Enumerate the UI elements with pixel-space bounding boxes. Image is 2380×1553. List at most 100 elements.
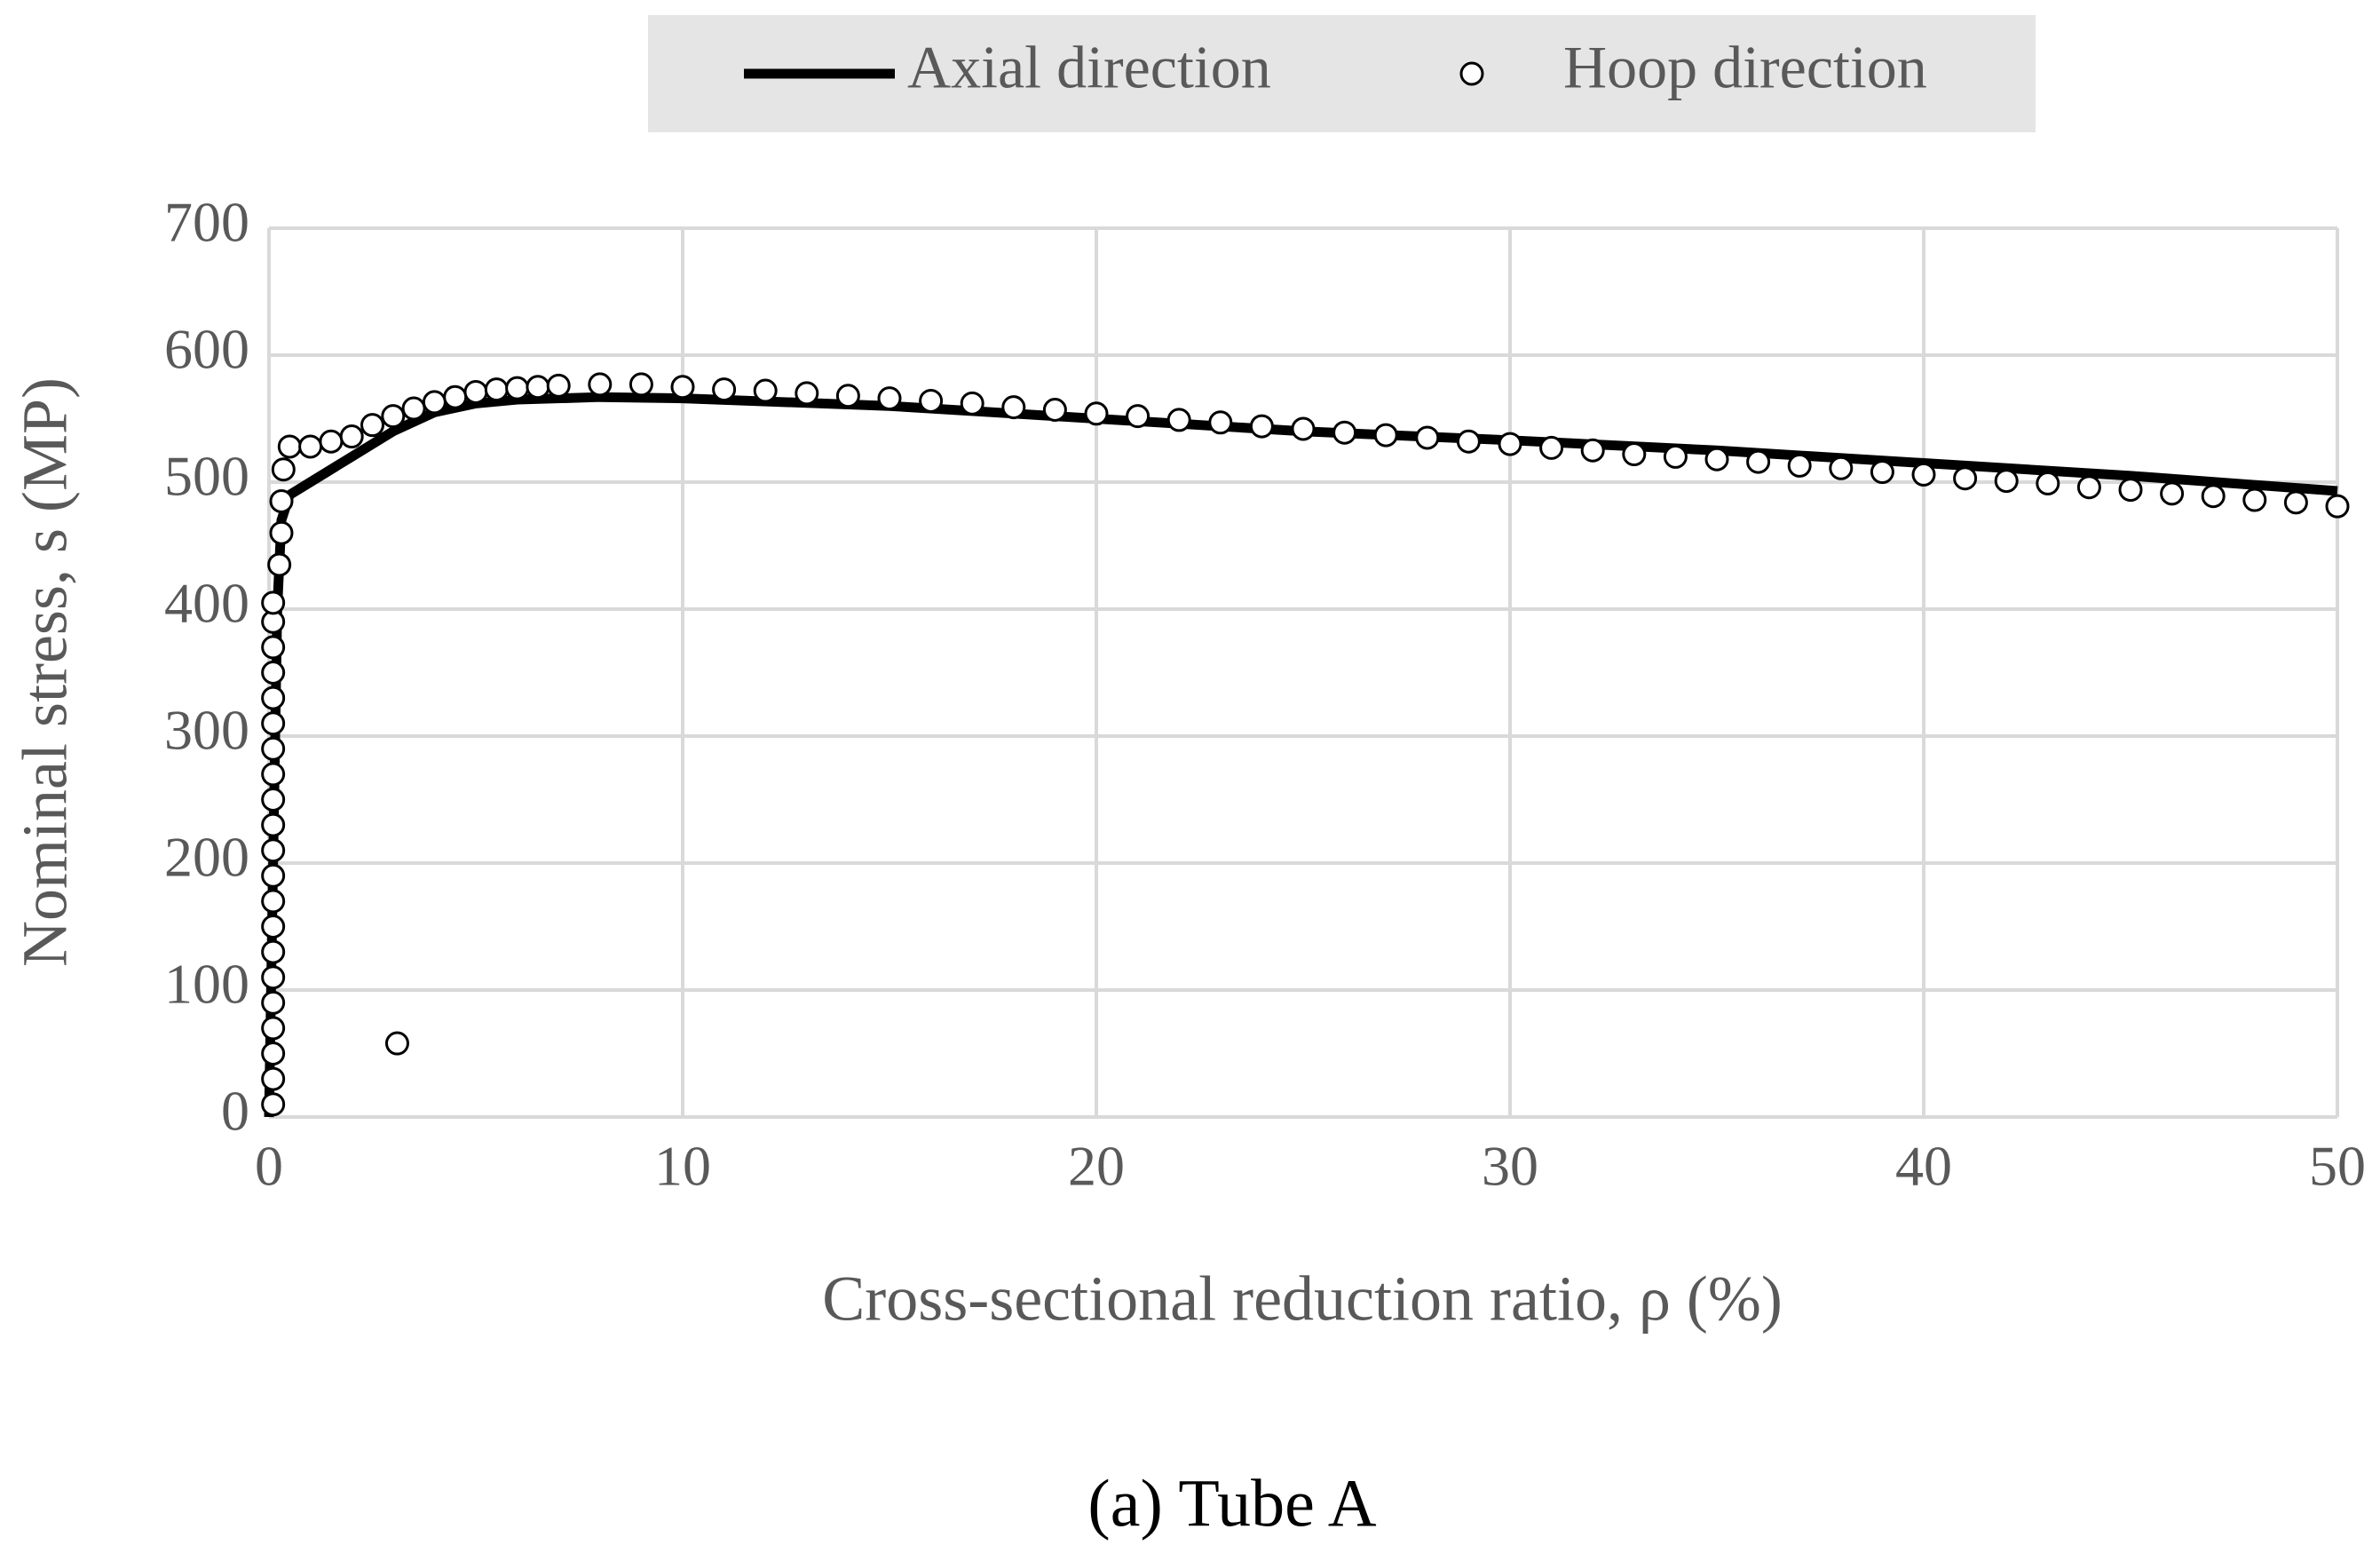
hoop-point xyxy=(1787,453,1812,478)
hoop-point xyxy=(2201,484,2226,509)
hoop-point xyxy=(271,457,296,482)
hoop-point xyxy=(712,377,737,402)
hoop-point xyxy=(1746,449,1771,474)
hoop-point xyxy=(360,413,384,438)
hoop-point xyxy=(339,424,364,449)
hoop-point xyxy=(1498,432,1522,456)
hoop-point xyxy=(1084,401,1109,426)
y-tick-label: 500 xyxy=(164,445,249,508)
hoop-point xyxy=(484,377,509,402)
hoop-point xyxy=(1870,460,1894,485)
hoop-point xyxy=(261,990,286,1015)
hoop-point xyxy=(835,384,860,408)
hoop-point xyxy=(1001,395,1026,420)
hoop-point xyxy=(2325,494,2350,519)
hoop-point xyxy=(261,812,286,837)
hoop-point xyxy=(670,375,695,400)
hoop-point xyxy=(1208,410,1233,435)
hoop-point xyxy=(261,736,286,761)
hoop-point xyxy=(261,762,286,787)
x-tick-label: 30 xyxy=(1482,1135,1538,1198)
hoop-point xyxy=(261,711,286,736)
hoop-point xyxy=(381,404,406,429)
y-tick-label: 600 xyxy=(164,318,249,381)
hoop-point xyxy=(1953,466,1978,491)
hoop-point xyxy=(629,372,653,397)
hoop-point xyxy=(1373,423,1398,448)
hoop-point xyxy=(261,1066,286,1091)
hoop-point xyxy=(261,1042,286,1066)
hoop-point xyxy=(526,375,550,400)
axial-line xyxy=(264,392,2338,1118)
hoop-point xyxy=(919,388,944,413)
hoop-point xyxy=(753,378,778,403)
hoop-point xyxy=(1911,462,1936,487)
x-tick-label: 40 xyxy=(1895,1135,1952,1198)
hoop-point xyxy=(261,590,286,615)
hoop-point xyxy=(2160,481,2185,506)
hoop-point xyxy=(877,386,902,411)
hoop-point xyxy=(588,372,613,397)
hoop-point xyxy=(1622,442,1647,467)
hoop-point xyxy=(261,838,286,863)
hoop-point xyxy=(261,788,286,812)
y-tick-label: 200 xyxy=(164,826,249,889)
hoop-point xyxy=(443,384,468,409)
chart-title: (a) Tube A xyxy=(1087,1466,1376,1541)
hoop-point xyxy=(2036,471,2060,495)
hoop-point xyxy=(267,552,292,577)
hoop-point xyxy=(298,434,323,459)
y-tick-label: 0 xyxy=(221,1080,249,1143)
hoop-point xyxy=(269,520,294,545)
hoop-point xyxy=(1704,447,1729,471)
hoop-point xyxy=(1291,416,1316,441)
x-axis-label: Cross-sectional reduction ratio, ρ (%) xyxy=(822,1264,1783,1335)
hoop-point xyxy=(1126,404,1150,429)
legend-swatch xyxy=(1459,61,1484,86)
hoop-point xyxy=(1042,397,1067,422)
hoop-point xyxy=(1456,429,1481,454)
y-tick-label: 700 xyxy=(164,191,249,254)
hoop-point xyxy=(960,391,984,416)
hoop-point xyxy=(261,661,286,685)
y-tick-label: 100 xyxy=(164,953,249,1016)
y-tick-label: 400 xyxy=(164,572,249,635)
hoop-point xyxy=(1663,444,1688,469)
hoop-point xyxy=(261,635,286,660)
hoop-point xyxy=(1332,420,1357,445)
hoop-point xyxy=(1580,438,1605,463)
hoop-point xyxy=(1994,469,2019,494)
y-tick-label: 300 xyxy=(164,699,249,762)
legend-label: Axial direction xyxy=(907,34,1271,101)
hoop-point xyxy=(422,390,447,415)
hoop-point xyxy=(401,396,426,421)
hoop-point xyxy=(261,685,286,710)
hoop-point xyxy=(261,1092,286,1117)
x-tick-label: 0 xyxy=(255,1135,283,1198)
hoop-point xyxy=(2283,490,2308,515)
hoop-point xyxy=(505,376,530,400)
hoop-point xyxy=(463,379,488,404)
hoop-point xyxy=(546,373,571,398)
hoop-point xyxy=(261,863,286,888)
hoop-point xyxy=(277,434,302,459)
hoop-point xyxy=(319,429,344,454)
hoop-point xyxy=(1249,414,1274,439)
hoop-point xyxy=(269,488,294,513)
hoop-point xyxy=(261,889,286,914)
hoop-point xyxy=(261,1016,286,1041)
hoop-point xyxy=(261,965,286,990)
hoop-point xyxy=(1415,425,1440,450)
y-axis-label: Nominal stress, s (MP) xyxy=(10,377,81,967)
hoop-point xyxy=(1166,408,1191,432)
hoop-point xyxy=(384,1031,409,1056)
hoop-point xyxy=(2118,478,2143,503)
hoop-point xyxy=(261,915,286,939)
hoop-point xyxy=(2242,487,2267,512)
hoop-point xyxy=(795,381,819,406)
hoop-point xyxy=(1829,456,1854,480)
hoop-point xyxy=(2076,475,2101,500)
hoop-point xyxy=(261,939,286,964)
